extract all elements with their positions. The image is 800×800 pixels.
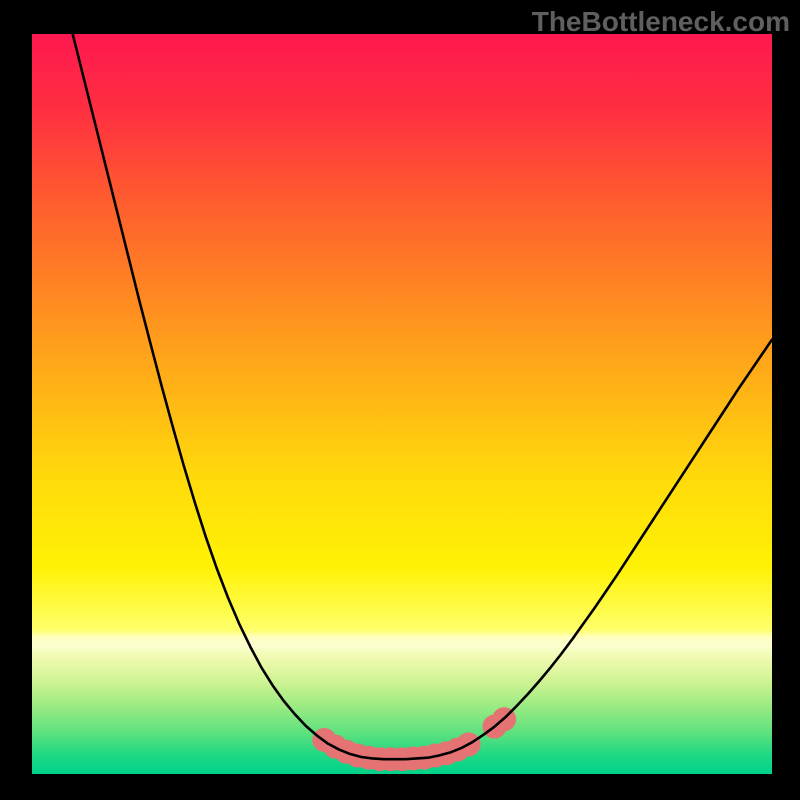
- chart-background: [32, 34, 772, 774]
- watermark-text: TheBottleneck.com: [532, 6, 790, 38]
- bottleneck-chart: [32, 34, 772, 774]
